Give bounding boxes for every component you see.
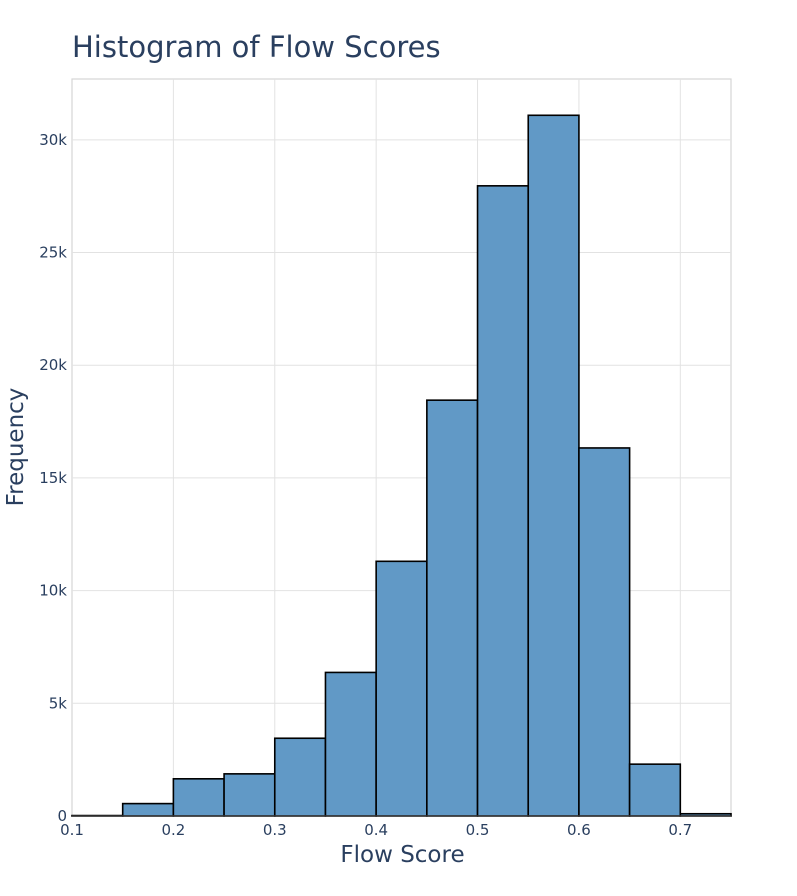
x-tick-label: 0.3	[263, 821, 287, 839]
histogram-bar	[375, 560, 428, 817]
y-axis-title: Frequency	[3, 387, 29, 507]
histogram-bar	[628, 763, 682, 817]
y-tick-label: 30k	[39, 131, 67, 149]
histogram-bar	[476, 185, 530, 817]
x-tick-label: 0.1	[60, 821, 84, 839]
histogram-bar	[172, 778, 225, 817]
x-tick-label: 0.6	[567, 821, 591, 839]
y-tick-label: 25k	[39, 244, 67, 262]
y-tick-label: 20k	[39, 356, 67, 374]
y-tick-label: 0	[57, 807, 67, 825]
histogram-bar	[273, 737, 327, 817]
x-tick-label: 0.4	[364, 821, 388, 839]
y-tick-label: 10k	[39, 582, 67, 600]
y-tick-label: 5k	[49, 694, 68, 712]
histogram-bar	[324, 671, 377, 817]
y-tick-label: 15k	[39, 469, 67, 487]
x-tick-label: 0.5	[466, 821, 490, 839]
x-axis-title: Flow Score	[340, 842, 465, 868]
chart-title: Histogram of Flow Scores	[72, 30, 441, 64]
histogram-bar	[527, 114, 580, 817]
histogram-bar	[578, 447, 631, 817]
histogram-bar	[426, 399, 479, 817]
x-tick-label: 0.2	[161, 821, 185, 839]
histogram-bar	[223, 773, 276, 817]
histogram-bar	[121, 802, 175, 817]
x-tick-label: 0.7	[668, 821, 692, 839]
